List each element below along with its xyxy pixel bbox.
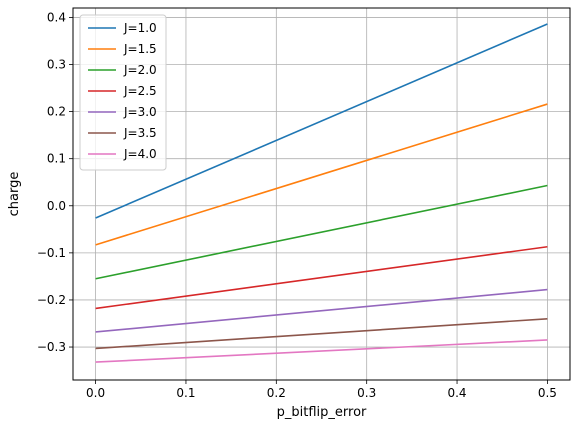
x-tick-label: 0.2	[267, 386, 286, 400]
y-tick-label: −0.1	[37, 246, 66, 260]
series-line-j-1-5	[95, 103, 548, 246]
legend-label: J=1.0	[123, 21, 157, 35]
x-tick-label: 0.3	[357, 386, 376, 400]
y-axis-ticks: −0.3 −0.2 −0.1 0.0 0.1 0.2 0.3 0.4	[37, 10, 73, 354]
legend-label: J=1.5	[123, 42, 157, 56]
y-tick-label: 0.1	[47, 152, 66, 166]
series-lines	[95, 23, 548, 363]
legend-label: J=2.0	[123, 63, 157, 77]
series-line-j-2-5	[95, 245, 548, 310]
y-tick-label: 0.0	[47, 199, 66, 213]
x-tick-label: 0.4	[447, 386, 466, 400]
y-tick-label: 0.4	[47, 10, 66, 24]
legend-label: J=2.5	[123, 84, 157, 98]
y-axis-label: charge	[7, 172, 22, 217]
series-line-j-1-0	[95, 23, 548, 219]
x-tick-label: 0.5	[538, 386, 557, 400]
plot-frame	[72, 7, 571, 381]
x-axis-ticks: 0.0 0.1 0.2 0.3 0.4 0.5	[86, 380, 557, 400]
legend-label: J=3.0	[123, 105, 157, 119]
y-tick-label: −0.3	[37, 340, 66, 354]
y-tick-label: 0.2	[47, 105, 66, 119]
series-line-j-3-5	[95, 317, 548, 350]
series-line-j-4-0	[95, 339, 548, 363]
legend: J=1.0 J=1.5 J=2.0 J=2.5 J=3.0 J=3.5 J=4.0	[79, 14, 167, 171]
series-line-j-3-0	[95, 288, 548, 333]
x-tick-label: 0.1	[176, 386, 195, 400]
x-tick-label: 0.0	[86, 386, 105, 400]
legend-box	[79, 14, 167, 171]
y-tick-label: 0.3	[47, 58, 66, 72]
series-line-j-2-0	[95, 184, 548, 280]
legend-label: J=4.0	[123, 147, 157, 161]
x-axis-label: p_bitflip_error	[277, 405, 367, 420]
y-tick-label: −0.2	[37, 293, 66, 307]
legend-label: J=3.5	[123, 126, 157, 140]
